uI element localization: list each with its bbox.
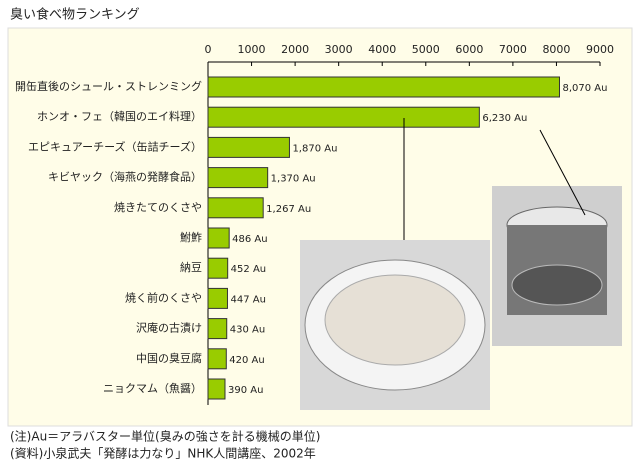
bar xyxy=(207,318,228,340)
bar xyxy=(207,287,228,309)
category-label: 中国の臭豆腐 xyxy=(136,351,202,365)
value-label: 6,230 Au xyxy=(482,113,527,124)
category-label: 納豆 xyxy=(180,261,202,274)
category-label: 鮒鮓 xyxy=(180,230,202,244)
bar xyxy=(207,167,269,189)
x-tick-label: 3000 xyxy=(325,43,353,56)
value-label: 390 Au xyxy=(228,385,263,396)
category-label: 開缶直後のシュール・ストレンミング xyxy=(15,79,202,93)
x-tick-label: 6000 xyxy=(455,43,483,56)
bar xyxy=(207,197,264,219)
value-label: 420 Au xyxy=(229,355,264,366)
category-label: ホンオ・フェ（韓国のエイ料理） xyxy=(37,109,202,123)
category-label: キビヤック（海燕の発酵食品） xyxy=(48,170,202,184)
value-label: 1,370 Au xyxy=(271,174,316,185)
x-tick-label: 7000 xyxy=(499,43,527,56)
x-tick-label: 1000 xyxy=(238,43,266,56)
value-label: 452 Au xyxy=(231,264,266,275)
bar xyxy=(207,378,226,400)
photos xyxy=(300,118,622,410)
x-tick-label: 2000 xyxy=(281,43,309,56)
bar xyxy=(207,76,560,98)
leader-line xyxy=(539,129,586,216)
category-label: 沢庵の古漬け xyxy=(136,321,202,335)
x-tick-label: 5000 xyxy=(412,43,440,56)
footnote: (資料)小泉武夫「発酵は力なり」NHK人間講座、2002年 xyxy=(10,446,316,461)
category-label: ニョクマム（魚醤） xyxy=(103,381,202,395)
chart-title: 臭い食べ物ランキング xyxy=(10,7,140,23)
x-tick-label: 4000 xyxy=(368,43,396,56)
fish xyxy=(324,274,466,366)
footnote: (注)Au＝アラバスター単位(臭みの強さを計る機械の単位) xyxy=(10,429,320,444)
bar xyxy=(207,106,480,128)
value-label: 8,070 Au xyxy=(562,83,607,94)
can-label xyxy=(511,264,603,306)
value-label: 447 Au xyxy=(230,294,265,305)
x-tick-label: 8000 xyxy=(542,43,570,56)
category-label: 焼きたてのくさや xyxy=(114,201,202,214)
category-label: 焼く前のくさや xyxy=(125,290,202,304)
value-label: 1,870 Au xyxy=(292,143,337,154)
bar xyxy=(207,257,229,279)
x-tick-label: 0 xyxy=(205,43,212,56)
value-label: 430 Au xyxy=(230,325,265,336)
category-label: エピキュアーチーズ（缶詰チーズ） xyxy=(28,139,202,153)
bar xyxy=(207,227,230,249)
value-label: 486 Au xyxy=(232,234,267,245)
bar xyxy=(207,136,290,158)
value-label: 1,267 Au xyxy=(266,204,311,215)
bar xyxy=(207,348,227,370)
x-tick-label: 9000 xyxy=(586,43,614,56)
